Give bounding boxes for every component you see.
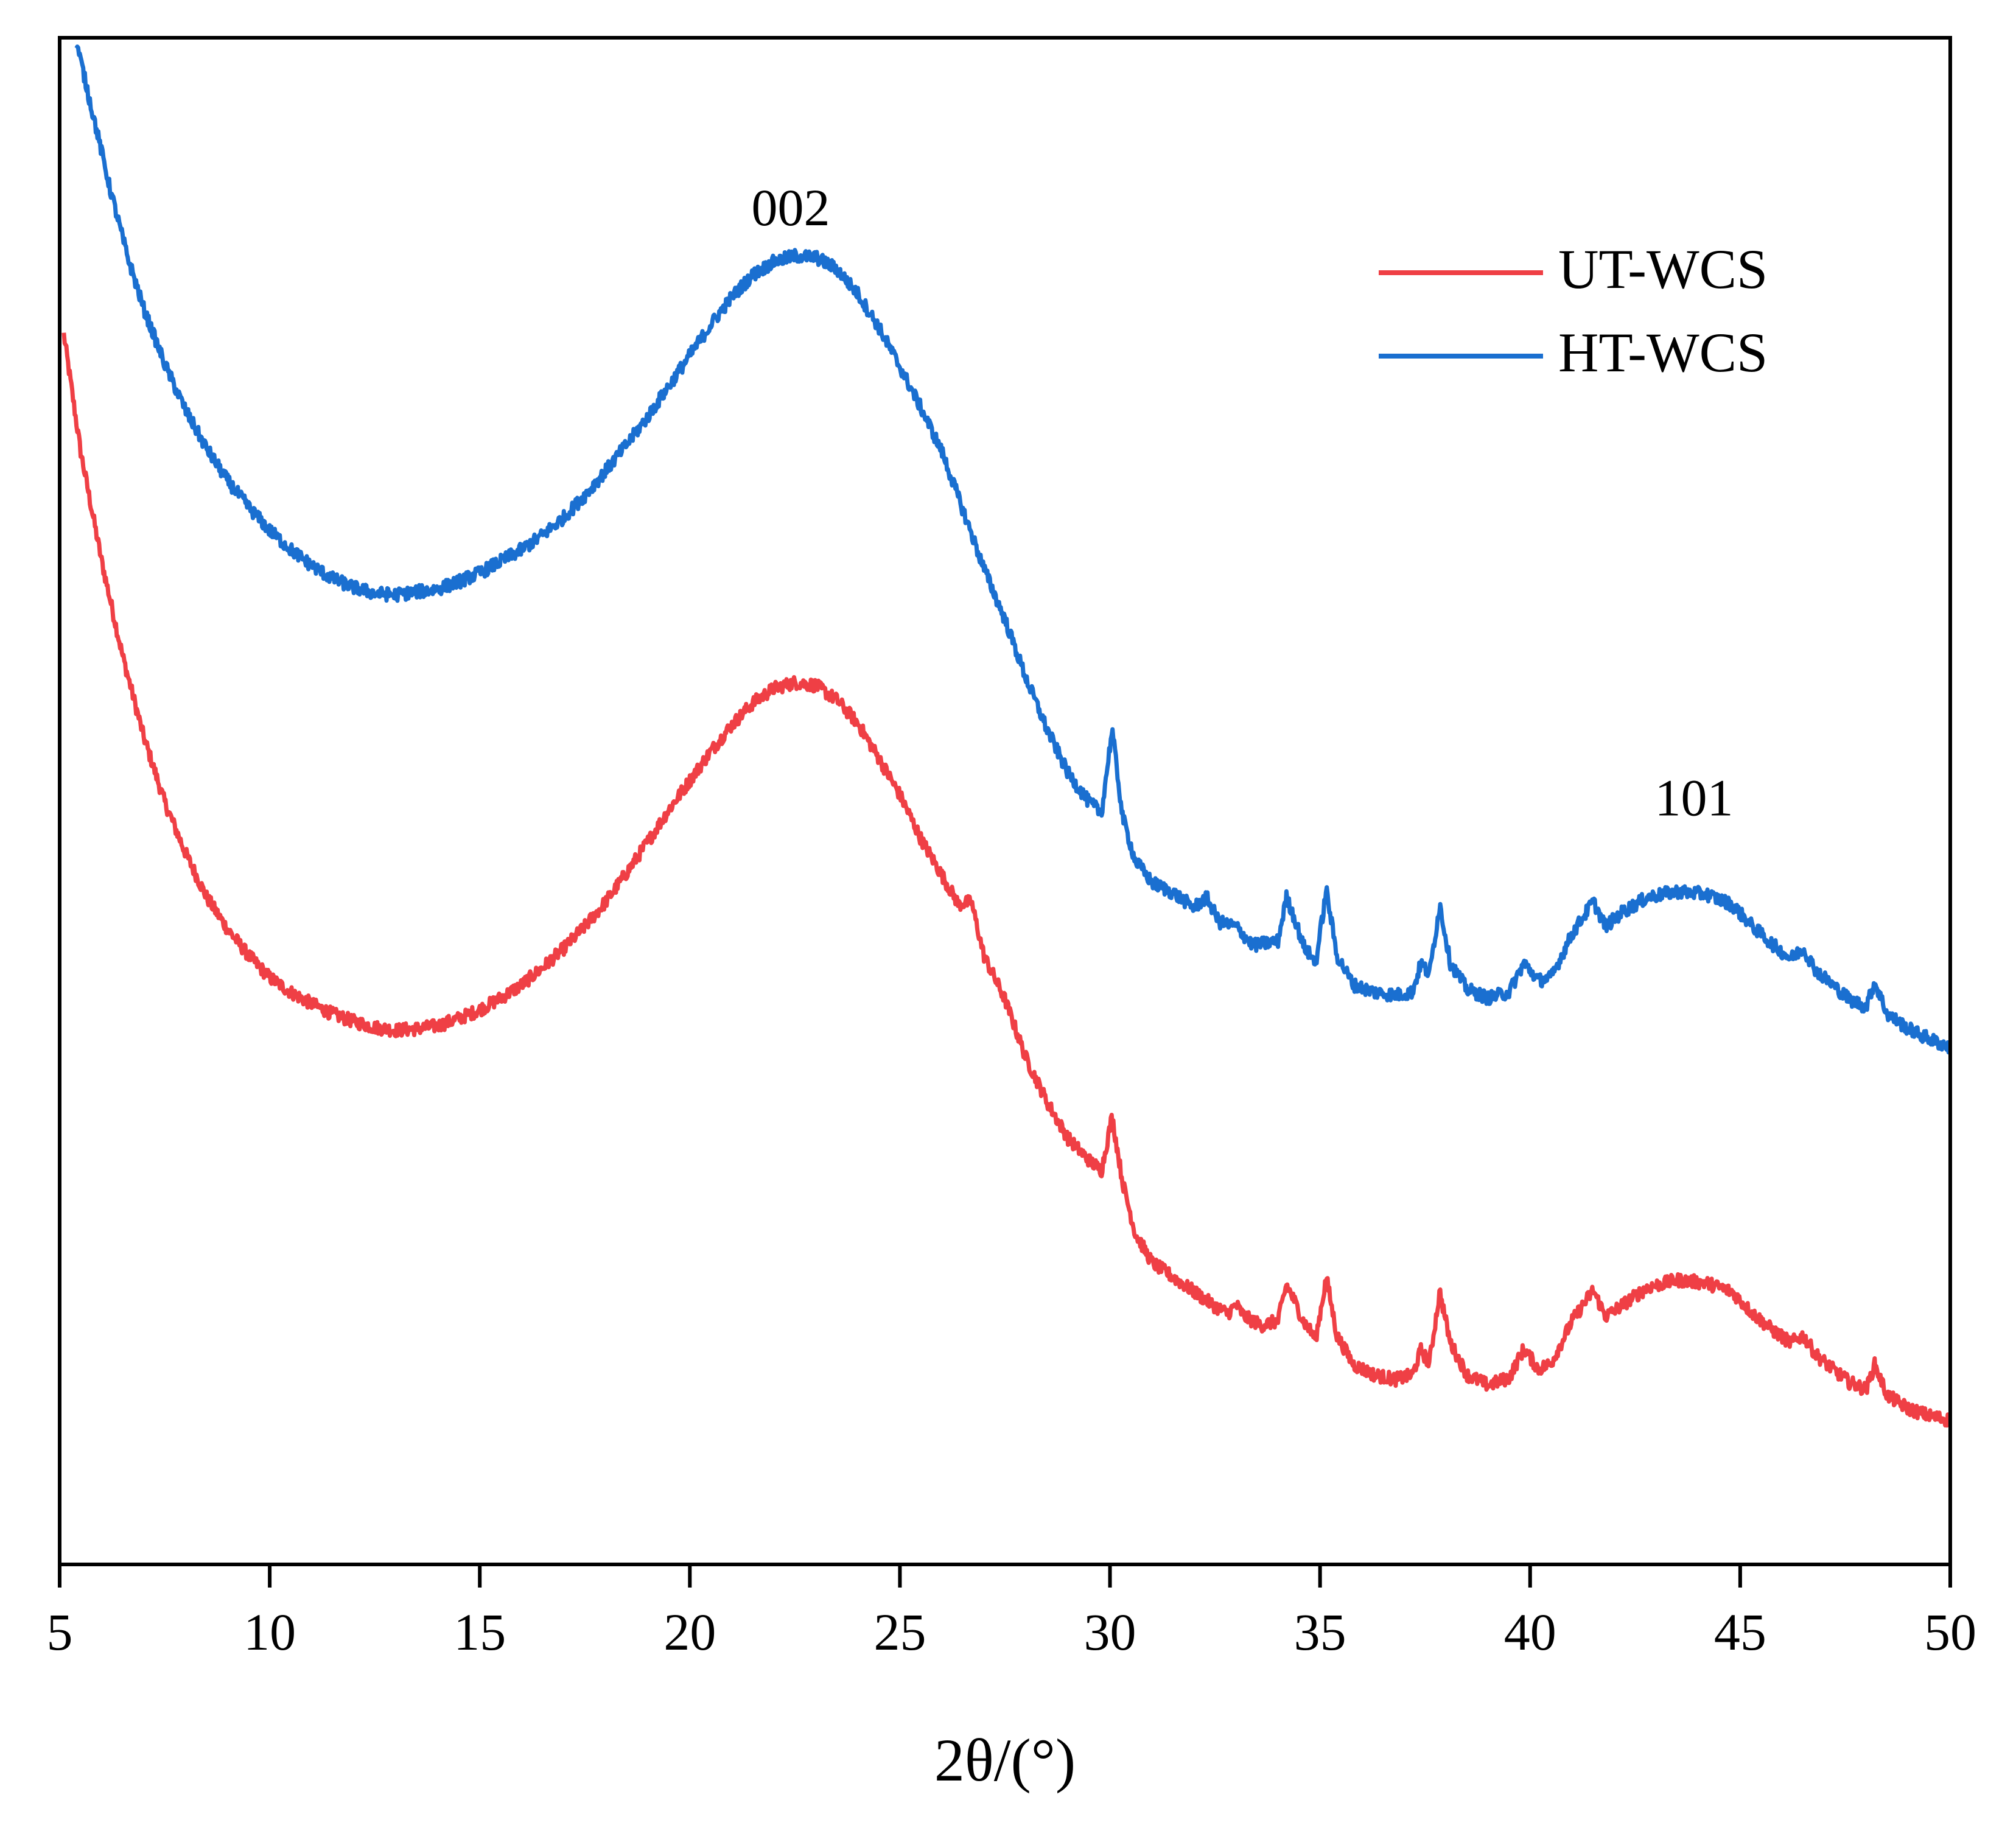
x-tick-label: 15 [453,1603,506,1661]
x-tick-label: 5 [47,1603,73,1661]
x-tick-label: 40 [1504,1603,1556,1661]
x-tick-label: 10 [243,1603,296,1661]
x-tick-label: 30 [1084,1603,1136,1661]
x-tick-label: 20 [663,1603,716,1661]
legend-label-ht-wcs: HT-WCS [1558,321,1768,383]
x-tick-label: 25 [873,1603,926,1661]
series-line-ut-wcs [61,332,1950,1428]
series-layer [61,44,1950,1428]
peak-label-002: 002 [751,178,830,237]
plot-frame [58,36,1952,1566]
x-tick-label: 35 [1294,1603,1346,1661]
x-axis-label: 2θ/(°) [934,1726,1076,1794]
legend-label-ut-wcs: UT-WCS [1558,238,1768,300]
x-axis-ticks: 5 10 15 20 25 30 35 40 45 50 [47,1564,1976,1661]
legend: UT-WCS HT-WCS [1379,238,1768,383]
x-tick-label: 50 [1924,1603,1976,1661]
series-line-ht-wcs [74,44,1950,1055]
peak-label-101: 101 [1654,769,1733,827]
x-tick-label: 45 [1714,1603,1766,1661]
